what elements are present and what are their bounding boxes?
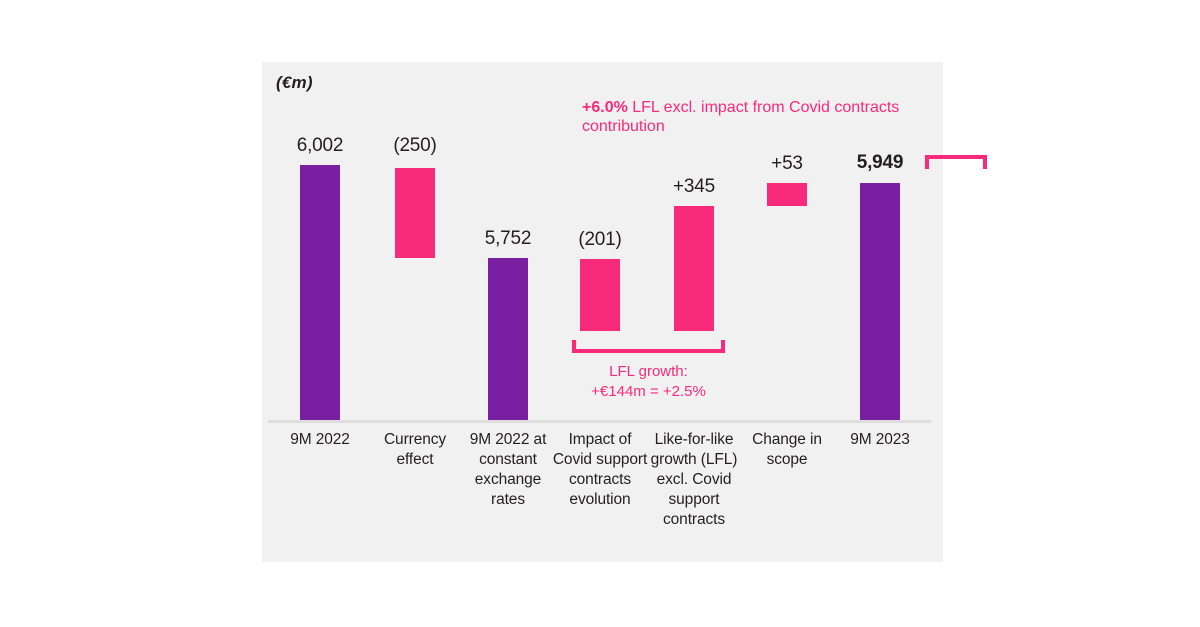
bracket-horizontal-line (925, 155, 987, 159)
bar-value-label-0: 6,002 (296, 135, 344, 156)
category-label-3: Impact of Covid support contracts evolut… (552, 431, 648, 508)
annotation-text: LFL excl. impact from Covid contracts co… (582, 99, 900, 135)
annotation-line-2: +€144m = +2.5% (591, 383, 706, 400)
bracket-tick-right (721, 340, 725, 353)
annotation-lfl-growth: LFL growth: +€144m = +2.5% (572, 362, 725, 402)
x-axis-line (268, 420, 931, 423)
bracket-tick-left (572, 340, 576, 353)
bar-0 (300, 165, 340, 420)
bar-value-label-3: (201) (578, 229, 622, 250)
category-label-5: Change in scope (752, 431, 822, 468)
bar-3 (580, 259, 620, 331)
units-caption: (€m) (276, 73, 313, 92)
bar-value-label-1: (250) (393, 135, 437, 156)
category-label-2: 9M 2022 at constant exchange rates (469, 431, 547, 508)
category-label-6: 9M 2023 (850, 431, 910, 448)
bar-value-label-4: +345 (673, 176, 715, 197)
bar-value-label-5: +53 (771, 153, 803, 174)
bar-value-label-2: 5,752 (484, 228, 532, 249)
bar-2 (488, 258, 528, 420)
annotation-lfl-excl-covid: +6.0% LFL excl. impact from Covid contra… (582, 98, 912, 136)
bar-4 (674, 206, 714, 331)
bracket-tick-right (983, 155, 987, 169)
bracket-lfl-growth (572, 340, 725, 353)
bracket-horizontal-line (572, 349, 725, 353)
waterfall-chart-panel: (€m) 6,002 (250) 5,752 (201) +345 +53 5,949 9M… (262, 62, 987, 562)
category-label-4: Like-for-like growth (LFL) excl. Covid s… (650, 431, 738, 528)
annotation-emphasis: +6.0% (582, 99, 628, 116)
annotation-line-1: LFL growth: (609, 363, 688, 380)
bracket-lfl-excl-covid (925, 155, 987, 169)
bar-1 (395, 168, 435, 258)
plot-area: 6,002 (250) 5,752 (201) +345 +53 5,949 9M 2022… (262, 62, 987, 562)
category-label-0: 9M 2022 (290, 431, 350, 448)
bar-5 (767, 183, 807, 206)
bracket-tick-left (925, 155, 929, 169)
bar-6 (860, 183, 900, 420)
bar-value-label-6: 5,949 (856, 152, 904, 173)
category-label-1: Currency effect (383, 431, 447, 468)
